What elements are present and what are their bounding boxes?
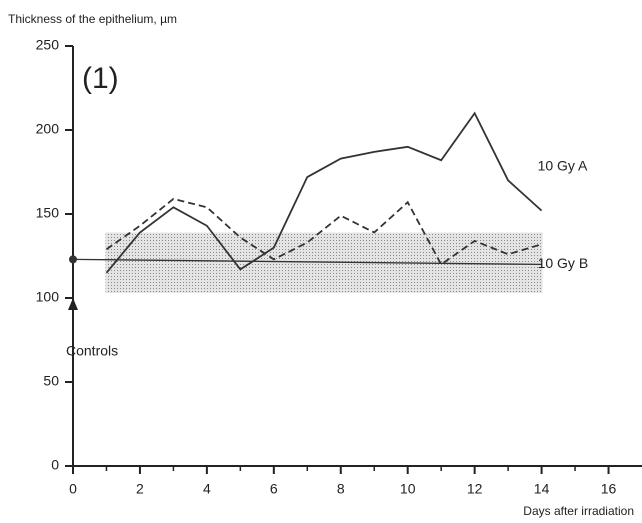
y-tick-label: 200 xyxy=(36,121,60,137)
y-axis-label: Thickness of the epithelium, µm xyxy=(8,12,177,26)
control-point xyxy=(69,255,77,264)
series-label: 10 Gy B xyxy=(538,255,589,271)
x-tick-label: 16 xyxy=(601,481,617,497)
x-tick-label: 10 xyxy=(400,481,416,497)
x-tick-label: 12 xyxy=(467,481,483,497)
x-tick-label: 0 xyxy=(69,481,77,497)
x-axis-label: Days after irradiation xyxy=(523,504,634,518)
x-tick-label: 14 xyxy=(534,481,550,497)
series-line xyxy=(105,197,542,266)
y-tick-label: 250 xyxy=(36,37,60,53)
control-band xyxy=(105,232,543,293)
controls-arrow-head xyxy=(68,298,78,310)
y-tick-label: 150 xyxy=(36,205,60,221)
y-tick-label: 0 xyxy=(51,457,59,473)
y-tick-label: 100 xyxy=(36,289,60,305)
x-tick-label: 2 xyxy=(136,481,144,497)
series-line xyxy=(105,111,543,274)
x-tick-label: 8 xyxy=(337,481,345,497)
controls-label: Controls xyxy=(66,343,118,359)
series-label: 10 Gy A xyxy=(538,157,588,173)
control-line xyxy=(72,258,542,266)
chart-title: (1) xyxy=(82,62,119,95)
plot: 0 50 100 150 200 250 0 2 4 6 8 10 12 14 16 Controls 10 G… xyxy=(36,37,642,497)
x-tick-label: 4 xyxy=(203,481,211,497)
y-tick-label: 50 xyxy=(43,373,59,389)
x-tick-label: 6 xyxy=(270,481,278,497)
